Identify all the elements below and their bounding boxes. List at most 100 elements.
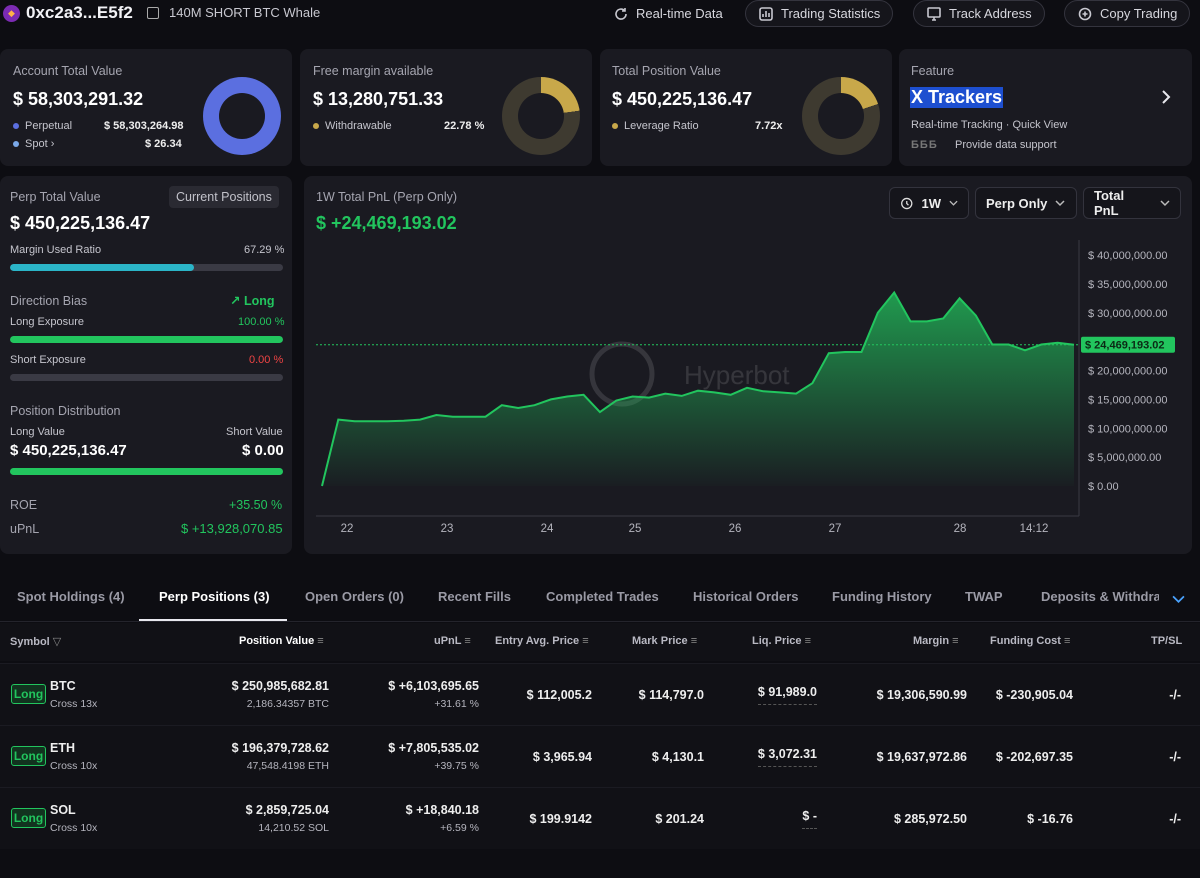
perpetual-value: $ 58,303,264.98 — [104, 120, 184, 132]
upnl: $ +6,103,695.65 — [388, 679, 479, 693]
header-entry-price[interactable]: Entry Avg. Price ≡ — [495, 635, 589, 647]
scope-value: Perp Only — [986, 195, 1048, 211]
funding-cost: $ -202,697.35 — [995, 750, 1073, 764]
sort-icon: ≡ — [1063, 635, 1071, 647]
position-value: $ 250,985,682.81 — [231, 679, 329, 693]
margin-used-bar — [10, 264, 283, 271]
chevron-down-icon[interactable] — [1172, 592, 1185, 605]
side-badge: Long — [11, 684, 46, 704]
tab-funding-history[interactable]: Funding History — [832, 589, 932, 604]
data-provider-logo: БББ — [911, 139, 938, 151]
realtime-data-button[interactable]: Real-time Data — [601, 0, 735, 27]
svg-text:Hyperbot: Hyperbot — [684, 360, 790, 390]
trend-up-icon: ↗ — [230, 294, 241, 308]
perp-summary-panel: Perp Total Value Current Positions $ 450… — [0, 176, 292, 554]
upnl-value: $ +13,928,070.85 — [181, 521, 283, 536]
tab-recent-fills[interactable]: Recent Fills — [438, 589, 511, 604]
margin: $ 285,972.50 — [894, 812, 967, 826]
table-row[interactable]: Long ETH Cross 10x $ 196,379,728.62 47,5… — [0, 725, 1200, 787]
tab-deposits-withdrawals[interactable]: Deposits & Withdraw — [1041, 589, 1159, 604]
scope-select[interactable]: Perp Only — [975, 187, 1077, 219]
margin: $ 19,306,590.99 — [876, 688, 967, 702]
perpetual-label: Perpetual — [25, 120, 73, 132]
tab-twap[interactable]: TWAP — [965, 589, 1003, 604]
copy-icon[interactable] — [147, 7, 159, 19]
trading-statistics-label: Trading Statistics — [781, 6, 881, 21]
current-value-tag: $ 24,469,193.02 — [1081, 336, 1175, 353]
leverage-value: 7.72x — [755, 120, 783, 132]
liq-price[interactable]: $ - — [802, 809, 817, 829]
header-funding-cost[interactable]: Funding Cost ≡ — [990, 635, 1071, 647]
tpsl[interactable]: -/- — [1169, 812, 1181, 826]
short-exposure-bar — [10, 374, 283, 381]
mark-price: $ 201.24 — [655, 812, 704, 826]
chevron-right-icon[interactable] — [1160, 89, 1172, 105]
tab-perp-positions[interactable]: Perp Positions (3) — [159, 589, 270, 604]
tab-open-orders[interactable]: Open Orders (0) — [305, 589, 404, 604]
x-tick-label: 14:12 — [1020, 523, 1049, 535]
mark-price: $ 114,797.0 — [638, 688, 704, 702]
account-value-label: Account Total Value — [13, 64, 123, 78]
pnl-area-chart[interactable]: Hyperbot $ 40,000,000.00$ 35,000,000.00$… — [304, 176, 1192, 554]
y-tick-label: $ 5,000,000.00 — [1088, 452, 1161, 464]
x-tick-label: 22 — [341, 523, 354, 535]
y-axis-ticks: $ 40,000,000.00 $ 35,000,000.00 $ 30,000,0… — [1088, 250, 1168, 493]
current-positions-button[interactable]: Current Positions — [169, 186, 279, 208]
header-margin[interactable]: Margin ≡ — [913, 635, 959, 647]
position-value: $ 196,379,728.62 — [231, 741, 329, 755]
margin: $ 19,637,972.86 — [876, 750, 967, 764]
entry-price: $ 112,005.2 — [526, 688, 592, 702]
pnl-title: 1W Total PnL (Perp Only) — [316, 190, 458, 204]
copy-trading-button[interactable]: Copy Trading — [1064, 0, 1191, 27]
table-row[interactable]: Long BTC Cross 13x $ 250,985,682.81 2,18… — [0, 663, 1200, 725]
pnl-value: $ +24,469,193.02 — [316, 213, 457, 233]
timeframe-value: 1W — [921, 195, 942, 211]
wallet-address[interactable]: 0xc2a3...E5f2 — [26, 3, 133, 22]
header-symbol[interactable]: Symbol ▽ — [10, 636, 62, 648]
wallet-avatar: ◆ — [3, 5, 20, 22]
pnl-chart-panel: 1W Total PnL (Perp Only) $ +24,469,193.0… — [304, 176, 1192, 554]
perpetual-row: Perpetual — [13, 120, 72, 132]
x-axis-ticks: 22 23 24 25 26 27 28 14:12 — [341, 523, 1049, 535]
free-margin-value: $ 13,280,751.33 — [313, 89, 444, 109]
feature-card[interactable]: Feature X Trackers Real-time Tracking · … — [899, 49, 1192, 166]
clock-icon — [901, 197, 913, 209]
y-tick-label: $ 15,000,000.00 — [1088, 394, 1168, 406]
svg-text:$ 24,469,193.02: $ 24,469,193.02 — [1085, 340, 1165, 352]
header-mark-price[interactable]: Mark Price ≡ — [632, 635, 698, 647]
y-tick-label: $ 35,000,000.00 — [1088, 279, 1168, 291]
spot-row[interactable]: Spot › — [13, 138, 54, 150]
tpsl[interactable]: -/- — [1169, 688, 1181, 702]
top-bar: ◆ 0xc2a3...E5f2 140M SHORT BTC Whale Rea… — [0, 0, 1200, 30]
liq-price[interactable]: $ 3,072.31 — [757, 747, 817, 767]
x-tick-label: 24 — [541, 523, 554, 535]
metric-select[interactable]: Total PnL — [1083, 187, 1181, 219]
symbol[interactable]: BTC — [50, 679, 76, 693]
pnl-area-fill — [322, 292, 1074, 486]
y-tick-label: $ 20,000,000.00 — [1088, 366, 1168, 378]
tab-historical-orders[interactable]: Historical Orders — [693, 589, 799, 604]
header-liq-price[interactable]: Liq. Price ≡ — [752, 635, 812, 647]
tab-completed-trades[interactable]: Completed Trades — [546, 589, 659, 604]
tab-spot-holdings[interactable]: Spot Holdings (4) — [17, 589, 125, 604]
withdrawable-value: 22.78 % — [444, 120, 485, 132]
feature-support-text: Provide data support — [955, 139, 1057, 151]
header-position-value[interactable]: Position Value ≡ — [239, 635, 324, 647]
active-tab-underline — [139, 619, 287, 621]
symbol[interactable]: ETH — [50, 741, 75, 755]
refresh-icon — [615, 7, 627, 20]
feature-title[interactable]: X Trackers — [910, 87, 1004, 108]
trading-statistics-button[interactable]: Trading Statistics — [745, 0, 894, 27]
entry-price: $ 3,965.94 — [532, 750, 592, 764]
long-exposure-fill — [10, 336, 283, 343]
table-row[interactable]: Long SOL Cross 10x $ 2,859,725.04 14,210… — [0, 787, 1200, 849]
filter-icon[interactable]: ▽ — [52, 636, 62, 648]
symbol[interactable]: SOL — [50, 803, 76, 817]
timeframe-select[interactable]: 1W — [889, 187, 969, 219]
track-address-button[interactable]: Track Address — [913, 0, 1045, 27]
tpsl[interactable]: -/- — [1169, 750, 1181, 764]
header-upnl[interactable]: uPnL ≡ — [434, 635, 471, 647]
liq-price[interactable]: $ 91,989.0 — [757, 685, 817, 705]
positions-table-header: Symbol ▽ Position Value ≡ uPnL ≡ Entry A… — [0, 623, 1200, 661]
roe-value: +35.50 % — [229, 498, 283, 512]
